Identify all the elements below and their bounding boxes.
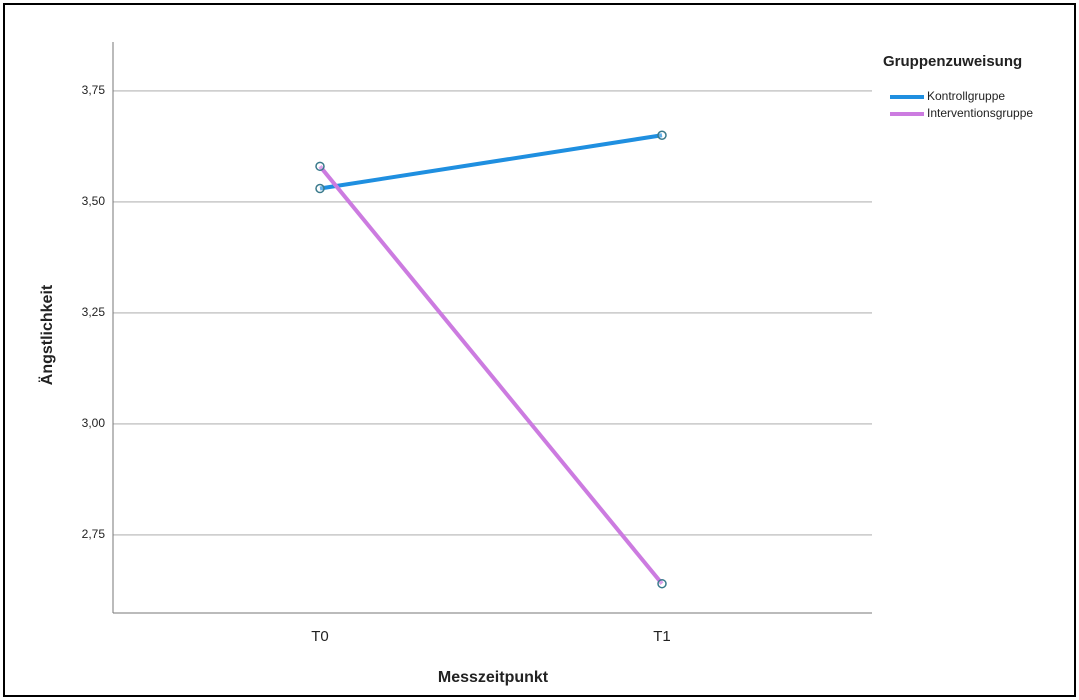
x-tick-label: T1 <box>653 628 671 645</box>
x-tick-label: T0 <box>311 628 329 645</box>
legend-title: Gruppenzuweisung <box>883 53 1022 70</box>
legend-label: Kontrollgruppe <box>927 89 1005 103</box>
data-point <box>657 130 667 140</box>
frame <box>3 3 1076 697</box>
y-tick-label: 3,50 <box>82 194 106 208</box>
y-tick-label: 2,75 <box>82 527 106 541</box>
series-line <box>319 133 663 191</box>
data-point <box>657 578 667 589</box>
data-point <box>315 183 325 194</box>
legend-label: Interventionsgruppe <box>927 106 1033 120</box>
series-line <box>318 165 664 585</box>
y-tick-label: 3,25 <box>82 305 106 319</box>
y-tick-label: 3,75 <box>82 83 106 97</box>
data-point <box>315 161 325 172</box>
y-tick-label: 3,00 <box>82 416 106 430</box>
x-axis-label: Messzeitpunkt <box>438 669 549 686</box>
y-axis-label: Ängstlichkeit <box>38 284 56 385</box>
